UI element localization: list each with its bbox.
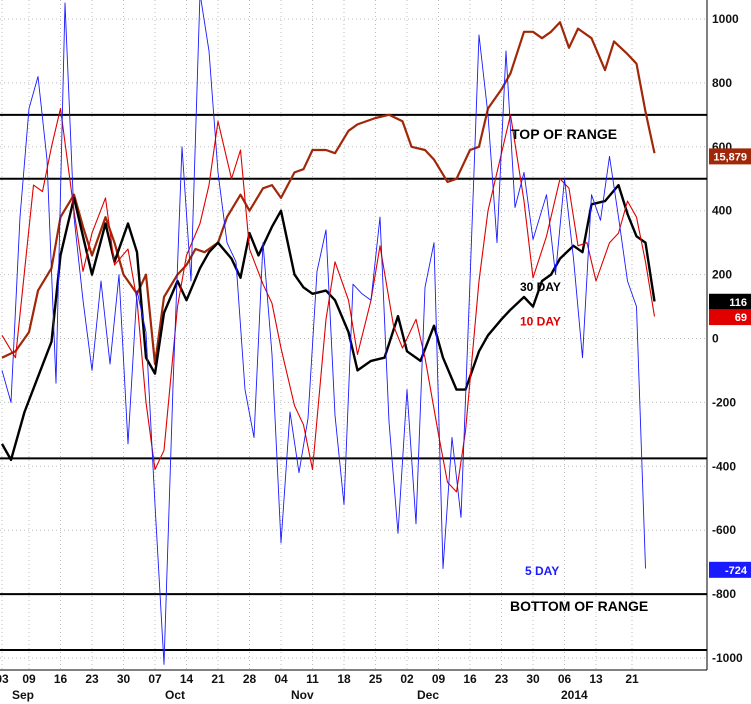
range-lines — [0, 113, 707, 652]
annotation-label: TOP OF RANGE — [511, 126, 617, 142]
y-tick-label: -200 — [712, 395, 736, 409]
x-tick-label: 16 — [54, 672, 68, 686]
month-label: Sep — [12, 688, 34, 702]
x-tick-label: 16 — [463, 672, 477, 686]
x-tick-label: 11 — [306, 672, 319, 686]
last-value-badge — [709, 148, 751, 165]
gridlines — [0, 0, 707, 670]
month-label: Oct — [165, 688, 185, 702]
last-value-text: 116 — [729, 297, 747, 309]
last-value-text: 15,879 — [713, 151, 747, 163]
last-value-badge — [709, 309, 751, 326]
x-tick-label: 13 — [589, 672, 603, 686]
x-tick-label: 07 — [148, 672, 162, 686]
x-tick-label: 09 — [432, 672, 446, 686]
x-tick-label: 23 — [495, 672, 509, 686]
y-tick-label: -400 — [712, 459, 736, 473]
y-tick-label: -1000 — [712, 651, 743, 665]
x-tick-label: 21 — [211, 672, 225, 686]
x-tick-label: 18 — [337, 672, 351, 686]
annotation-label: 30 DAY — [520, 280, 561, 294]
y-tick-label: 200 — [712, 268, 732, 282]
x-tick-label: 28 — [243, 672, 257, 686]
month-label: 2014 — [561, 688, 588, 702]
x-axis-ticks: 03 09 16 23 30 07 14 21 28 04 11 18 25 02 09 16 23 30 06 13… — [0, 672, 639, 702]
x-tick-label: 06 — [558, 672, 572, 686]
series-line-ten_day — [1, 107, 656, 493]
x-tick-label: 02 — [400, 672, 414, 686]
x-tick-label: 30 — [526, 672, 540, 686]
annotation-label: 10 DAY — [520, 315, 561, 329]
y-tick-label: 1000 — [712, 12, 739, 26]
annotation-label: BOTTOM OF RANGE — [510, 598, 648, 614]
annotations: TOP OF RANGE BOTTOM OF RANGE 30 DAY 10 DAY 5… — [510, 126, 648, 614]
x-tick-label: 25 — [369, 672, 383, 686]
last-value-badge — [709, 561, 751, 578]
y-tick-label: -800 — [712, 587, 736, 601]
series-line-orange — [1, 21, 656, 366]
y-tick-label: -600 — [712, 523, 736, 537]
x-tick-label: 30 — [117, 672, 131, 686]
x-tick-label: 04 — [274, 672, 288, 686]
x-tick-label: 03 — [0, 672, 9, 686]
month-label: Dec — [417, 688, 439, 702]
month-label: Nov — [291, 688, 314, 702]
x-tick-label: 14 — [180, 672, 194, 686]
series-lines — [0, 0, 656, 665]
last-value-text: 69 — [735, 312, 747, 324]
x-tick-label: 23 — [85, 672, 99, 686]
series-line-five_day — [1, 0, 646, 665]
last-value-badges: 15,879 116 69 -724 — [709, 148, 751, 578]
y-tick-label: 800 — [712, 76, 732, 90]
annotation-label: 5 DAY — [525, 564, 559, 578]
last-value-badge — [709, 293, 751, 310]
last-value-text: -724 — [725, 565, 748, 577]
x-tick-label: 09 — [22, 672, 36, 686]
x-tick-label: 21 — [625, 672, 639, 686]
y-tick-label: 400 — [712, 204, 732, 218]
y-tick-label: 0 — [712, 332, 719, 346]
